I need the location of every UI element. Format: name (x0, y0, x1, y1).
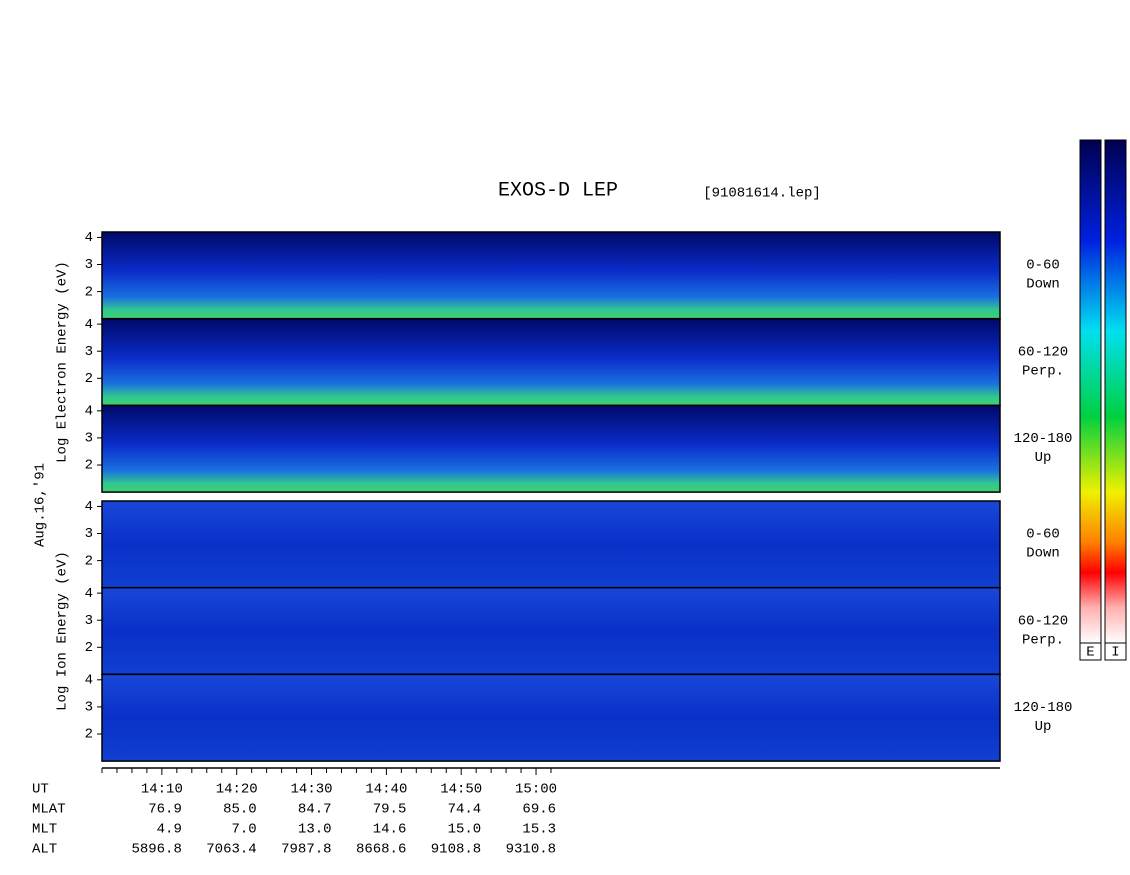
y-tick-label: 3 (85, 344, 93, 360)
ephemeris-value: 13.0 (298, 822, 332, 838)
y-tick-label: 4 (85, 317, 93, 333)
x-tick-label: 15:00 (515, 782, 557, 798)
panel-frame (101, 673, 1001, 762)
y-tick-label: 3 (85, 526, 93, 542)
y-tick-label: 2 (85, 553, 93, 569)
direction-label: Down (1026, 277, 1060, 293)
ephemeris-value: 74.4 (448, 802, 482, 818)
color-bar (1104, 139, 1127, 644)
y-tick-label: 4 (85, 673, 93, 689)
color-bar-label-box (1104, 642, 1127, 661)
pitch-label: 0-60 (1026, 258, 1060, 274)
color-bar (1079, 139, 1102, 644)
group-label: Log Electron Energy (eV) (55, 261, 71, 463)
x-tick-label: 14:20 (216, 782, 258, 798)
title: EXOS-D LEP (498, 179, 618, 202)
y-tick-label: 3 (85, 613, 93, 629)
pitch-label: 120-180 (1014, 431, 1073, 447)
pitch-label: 60-120 (1018, 613, 1068, 629)
row-label: MLAT (32, 802, 66, 818)
ephemeris-value: 85.0 (223, 802, 257, 818)
pitch-label: 60-120 (1018, 344, 1068, 360)
ephemeris-value: 7.0 (231, 822, 256, 838)
ephemeris-value: 79.5 (373, 802, 407, 818)
ephemeris-value: 7987.8 (281, 842, 331, 858)
ephemeris-value: 5896.8 (131, 842, 181, 858)
ephemeris-value: 15.0 (448, 822, 482, 838)
ephemeris-value: 9108.8 (431, 842, 481, 858)
ephemeris-value: 9310.8 (506, 842, 556, 858)
y-tick-label: 4 (85, 586, 93, 602)
file-label: [91081614.lep] (703, 186, 821, 202)
x-tick-label: 14:40 (365, 782, 407, 798)
x-tick-label: 14:50 (440, 782, 482, 798)
row-label: UT (32, 782, 49, 798)
panel-frame (101, 404, 1001, 493)
ephemeris-value: 4.9 (157, 822, 182, 838)
spectrogram-image (102, 318, 1000, 406)
ephemeris-value: 7063.4 (206, 842, 256, 858)
spectrogram-image (102, 405, 1000, 493)
spectrogram-image (102, 232, 1000, 319)
ephemeris-value: 14.6 (373, 822, 407, 838)
row-label: ALT (32, 842, 57, 858)
ephemeris-value: 69.6 (522, 802, 556, 818)
direction-label: Perp. (1022, 632, 1064, 648)
y-tick-label: 2 (85, 458, 93, 474)
y-tick-label: 4 (85, 230, 93, 246)
date-label: Aug.16,'91 (33, 463, 49, 547)
x-tick-label: 14:10 (141, 782, 183, 798)
color-bar-label-box (1079, 642, 1102, 661)
x-tick-label: 14:30 (291, 782, 333, 798)
direction-label: Perp. (1022, 363, 1064, 379)
y-tick-label: 2 (85, 284, 93, 300)
ephemeris-value: 84.7 (298, 802, 332, 818)
y-tick-label: 2 (85, 640, 93, 656)
spectrogram-image (102, 587, 1000, 675)
direction-label: Down (1026, 546, 1060, 562)
y-tick-label: 4 (85, 499, 93, 515)
y-tick-label: 3 (85, 700, 93, 716)
y-tick-label: 2 (85, 371, 93, 387)
pitch-label: 120-180 (1014, 700, 1073, 716)
pitch-label: 0-60 (1026, 527, 1060, 543)
y-tick-label: 4 (85, 404, 93, 420)
color-bar-label: E (1086, 645, 1094, 661)
color-bar-label: I (1111, 645, 1119, 661)
group-label: Log Ion Energy (eV) (55, 551, 71, 711)
row-label: MLT (32, 822, 57, 838)
y-tick-label: 2 (85, 727, 93, 743)
ephemeris-value: 15.3 (522, 822, 556, 838)
ephemeris-value: 8668.6 (356, 842, 406, 858)
spectrogram-image (102, 501, 1000, 588)
ephemeris-value: 76.9 (148, 802, 182, 818)
direction-label: Up (1035, 719, 1052, 735)
y-tick-label: 3 (85, 431, 93, 447)
spectrogram-image (102, 674, 1000, 762)
y-tick-label: 3 (85, 257, 93, 273)
direction-label: Up (1035, 450, 1052, 466)
